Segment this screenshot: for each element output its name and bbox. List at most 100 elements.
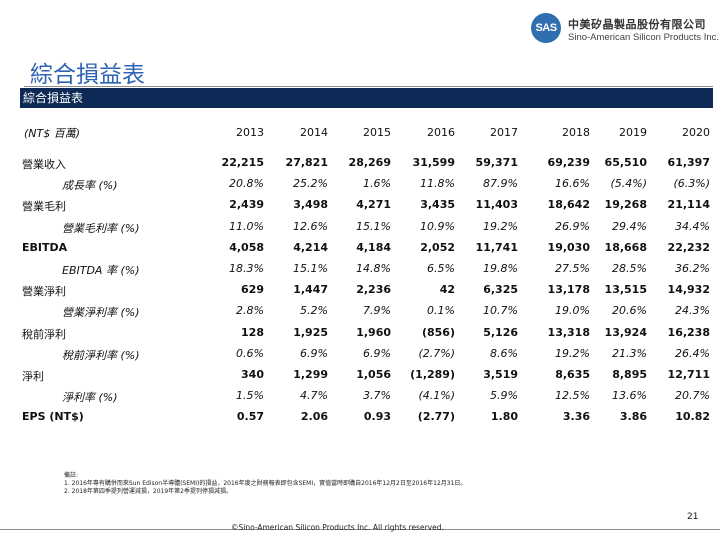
table-cell: 11.8% bbox=[420, 177, 455, 191]
table-cell: 19.2% bbox=[555, 346, 590, 360]
table-cell: 20.8% bbox=[229, 177, 264, 191]
table-cell: 3.7% bbox=[363, 389, 391, 403]
table-cell: 4,184 bbox=[356, 240, 391, 254]
table-cell: 340 bbox=[241, 368, 264, 381]
table-cell: 26.9% bbox=[555, 219, 590, 233]
table-cell: 22,215 bbox=[221, 156, 264, 169]
table-cell: 629 bbox=[241, 283, 264, 297]
table-cell: 65,510 bbox=[604, 156, 647, 169]
table-cell: 21.3% bbox=[612, 346, 647, 360]
table-cell: (2.7%) bbox=[418, 346, 455, 360]
year-header-2019: 2019 bbox=[619, 126, 647, 139]
footnotes: 備註: 1. 2016年專有購併而來Sun Edison半導體(SEMI)的損益… bbox=[64, 472, 466, 496]
copyright-text: ©Sino-American Silicon Products Inc. All… bbox=[231, 523, 444, 532]
table-cell: 6.9% bbox=[363, 346, 391, 360]
table-cell: 19,268 bbox=[604, 198, 647, 212]
table-cell: 15.1% bbox=[356, 219, 391, 233]
row-label: 營業收入 bbox=[22, 158, 66, 171]
table-cell: 27.5% bbox=[555, 262, 590, 275]
table-cell: 24.3% bbox=[675, 304, 710, 318]
table-cell: 20.6% bbox=[612, 304, 647, 318]
table-cell: 2.8% bbox=[236, 304, 264, 318]
table-cell: 14,932 bbox=[667, 283, 710, 297]
year-header-2017: 2017 bbox=[490, 126, 518, 139]
table-cell: 87.9% bbox=[483, 177, 518, 191]
table-cell: 8,895 bbox=[612, 368, 647, 381]
table-cell: (6.3%) bbox=[673, 177, 710, 191]
row-label: 營業淨利 bbox=[22, 285, 66, 299]
table-cell: 0.57 bbox=[236, 410, 264, 424]
table-cell: 15.1% bbox=[293, 262, 328, 275]
footnote-line: 1. 2016年專有購併而來Sun Edison半導體(SEMI)的損益，201… bbox=[64, 480, 467, 487]
table-cell: 18.3% bbox=[229, 262, 264, 275]
table-cell: 16,238 bbox=[667, 325, 710, 339]
table-cell: 19,030 bbox=[547, 240, 590, 254]
table-cell: 0.1% bbox=[427, 304, 455, 318]
table-cell: 25.2% bbox=[293, 177, 328, 191]
unit-label: (NT$ 百萬) bbox=[24, 127, 81, 140]
year-header-2020: 2020 bbox=[682, 126, 710, 139]
row-label: 營業毛利 bbox=[22, 200, 66, 214]
table-cell: 3.86 bbox=[619, 410, 647, 424]
table-cell: 22,232 bbox=[667, 240, 710, 254]
title-divider bbox=[24, 86, 713, 87]
table-cell: 16.6% bbox=[555, 177, 590, 191]
row-label: 稅前淨利 bbox=[22, 327, 66, 341]
table-cell: 0.6% bbox=[236, 346, 264, 360]
table-cell: 7.9% bbox=[363, 304, 391, 318]
table-cell: 69,239 bbox=[547, 156, 590, 169]
page-number: 21 bbox=[687, 512, 699, 522]
table-cell: 12.6% bbox=[293, 219, 328, 233]
table-cell: 8,635 bbox=[555, 368, 590, 381]
table-cell: 6.9% bbox=[300, 346, 328, 360]
row-label: EBITDA 率 (%) bbox=[62, 264, 140, 277]
company-logo: SAS 中美矽晶製品股份有限公司 Sino-American Silicon P… bbox=[531, 13, 719, 47]
year-header-2015: 2015 bbox=[363, 126, 391, 139]
footer-divider bbox=[0, 529, 720, 541]
table-cell: 3,498 bbox=[293, 198, 328, 212]
row-label: 淨利率 (%) bbox=[62, 391, 118, 405]
table-cell: 29.4% bbox=[612, 219, 647, 233]
table-cell: 2.06 bbox=[300, 410, 328, 424]
table-cell: 12.5% bbox=[555, 389, 590, 403]
page-title: 綜合損益表 bbox=[30, 62, 145, 88]
table-cell: 13,178 bbox=[547, 283, 590, 297]
table-cell: 42 bbox=[439, 283, 455, 297]
table-cell: 11,741 bbox=[475, 240, 518, 254]
table-cell: 13,924 bbox=[604, 325, 647, 339]
table-cell: 12,711 bbox=[667, 368, 710, 381]
table-cell: 5,126 bbox=[483, 325, 518, 339]
table-cell: 6.5% bbox=[427, 262, 455, 275]
year-header-2013: 2013 bbox=[236, 126, 264, 139]
table-cell: 27,821 bbox=[285, 156, 328, 169]
footnote-line: 2. 2018年第四季提列營運減損，2019年第2季提列停損減損。 bbox=[64, 488, 232, 495]
table-cell: 4,214 bbox=[293, 240, 328, 254]
row-label: 營業淨利率 (%) bbox=[62, 306, 140, 320]
sas-logo-mark: SAS bbox=[531, 13, 561, 43]
table-cell: 4,271 bbox=[356, 198, 391, 212]
table-cell: 20.7% bbox=[675, 389, 710, 403]
table-cell: 10.82 bbox=[675, 410, 710, 424]
row-label: EPS (NT$) bbox=[22, 410, 84, 424]
table-cell: 18,668 bbox=[604, 240, 647, 254]
table-cell: 19.8% bbox=[483, 262, 518, 275]
table-cell: 61,397 bbox=[667, 156, 710, 169]
table-cell: 3,519 bbox=[483, 368, 518, 381]
year-header-2016: 2016 bbox=[427, 126, 455, 139]
table-cell: 13,318 bbox=[547, 325, 590, 339]
table-cell: 34.4% bbox=[675, 219, 710, 233]
table-cell: 3.36 bbox=[562, 410, 590, 424]
row-label: 淨利 bbox=[22, 370, 44, 383]
table-cell: 18,642 bbox=[547, 198, 590, 212]
table-cell: 13.6% bbox=[612, 389, 647, 403]
table-cell: 128 bbox=[241, 325, 264, 339]
table-cell: 1.5% bbox=[236, 389, 264, 403]
table-cell: 13,515 bbox=[604, 283, 647, 297]
table-cell: 6,325 bbox=[483, 283, 518, 297]
company-name-cn: 中美矽晶製品股份有限公司 bbox=[568, 18, 706, 31]
year-header-2018: 2018 bbox=[562, 126, 590, 139]
table-cell: 0.93 bbox=[363, 410, 391, 424]
table-cell: 14.8% bbox=[356, 262, 391, 275]
table-cell: (4.1%) bbox=[418, 389, 455, 403]
table-header-bar: 綜合損益表 bbox=[20, 88, 713, 108]
